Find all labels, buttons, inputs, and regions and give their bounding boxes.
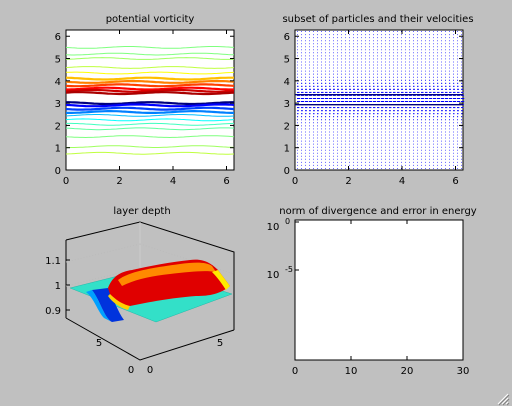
depth-xtick-label-0: 0 [147,365,153,376]
pv-ytick-label-2: 2 [55,121,61,132]
depth-ticks: 0.9 1 1.1 0 5 0 5 [45,256,223,376]
pv-contour-20 [65,145,235,148]
particles-ticks: 0 2 4 6 0 1 2 3 4 5 6 [284,30,463,187]
depth-xtick-label-1: 5 [217,338,223,349]
pv-contour-21 [65,151,235,155]
pv-contour-8 [66,86,234,91]
window-resize-grip[interactable] [497,393,510,406]
particles-xtick-label-1: 2 [345,176,351,187]
pv-contour-5 [65,76,234,81]
depth-box-floor [65,317,235,361]
norm-xtick-label-0: 0 [292,366,298,377]
particles-xtick-label-3: 6 [452,176,458,187]
pv-contour-4 [65,71,235,75]
particles-axes-box [294,29,464,171]
pv-ytick-label-1: 1 [55,144,61,155]
norm-ytick-exp-0: 0 [285,217,290,226]
pv-contour-17 [66,122,235,126]
pv-axes-box [65,29,235,171]
pv-contour-2 [65,57,234,60]
pv-contour-0 [65,46,235,49]
particles-ytick-label-5: 5 [284,55,290,66]
norm-ytick-exp-1: -5 [285,265,293,274]
pv-contour-6 [65,79,235,84]
pv-contour-1 [65,52,235,56]
depth-surface-trough [92,288,124,322]
pv-xtick-label-1: 2 [116,176,122,187]
depth-ytick-label-1: 5 [96,338,102,349]
pv-contour-11 [66,101,234,106]
norm-xtick-label-3: 30 [457,366,470,377]
pv-xtick-label-2: 4 [170,176,176,187]
pv-xtick-label-3: 6 [223,176,229,187]
depth-surface-ridge-flank [108,294,130,310]
particles-dots [295,31,465,169]
particles-ytick-label-0: 0 [284,166,290,177]
particles-xtick-label-2: 4 [399,176,405,187]
pv-contours [65,46,235,155]
pv-contour-12 [65,103,235,108]
pv-contour-15 [65,114,235,117]
pv-contour-9 [65,88,235,93]
norm-ytick-label-1: 10 [267,270,280,281]
pv-xtick-label-0: 0 [63,176,69,187]
pv-contour-3 [65,66,235,69]
depth-plot: layer depth 0.9 1 1.1 0 5 0 5 [45,206,235,376]
depth-box-back [65,221,235,330]
particles-ytick-label-1: 1 [284,144,290,155]
depth-ztick-label-2: 1.1 [45,256,61,267]
norm-axes-box [294,219,464,361]
norm-ytick-label-0: 10 [267,222,280,233]
depth-surface-ridge-right [212,270,230,290]
particles-ytick-label-2: 2 [284,121,290,132]
pv-contour-14 [66,110,234,114]
depth-ytick-label-0: 0 [128,365,134,376]
particles-plot: 0 2 4 6 0 1 2 3 4 5 6 subset of particles and thei… [282,14,473,187]
pv-ticks: 0 2 4 6 0 1 2 3 4 5 6 [55,30,234,187]
pv-contour-7 [65,83,235,88]
depth-surface-ridge-top [118,262,216,286]
norm-xtick-label-1: 10 [345,366,358,377]
depth-surface-trough-edge [86,290,112,322]
pv-title: potential vorticity [106,14,195,25]
pv-contour-19 [65,135,235,139]
particles-ytick-label-6: 6 [284,32,290,43]
pv-contour-13 [65,106,235,111]
particles-title: subset of particles and their velocities [282,14,473,25]
particles-xtick-label-0: 0 [292,176,298,187]
norm-ticks: 0 10 20 30 10 0 10 -5 [267,217,470,377]
depth-ztick-label-1: 1 [55,281,61,292]
particles-ytick-label-3: 3 [284,99,290,110]
pv-contour-16 [65,118,235,122]
pv-contour-18 [65,127,235,131]
pv-contour-10 [65,91,235,96]
pv-ytick-label-6: 6 [55,32,61,43]
pv-ytick-label-4: 4 [55,77,61,88]
depth-ztick-label-0: 0.9 [45,306,61,317]
norm-xtick-label-2: 20 [401,366,414,377]
depth-title: layer depth [113,206,170,217]
pv-ytick-label-5: 5 [55,55,61,66]
depth-grid-1 [65,243,141,263]
pv-ytick-label-3: 3 [55,99,61,110]
pv-ytick-label-0: 0 [55,166,61,177]
norm-title: norm of divergence and error in energy [279,206,477,217]
pv-plot: 0 2 4 6 0 1 2 3 4 5 6 potential vorticity [55,14,235,187]
norm-plot: 0 10 20 30 10 0 10 -5 norm of divergence and er… [267,206,477,377]
particles-ytick-label-4: 4 [284,77,290,88]
